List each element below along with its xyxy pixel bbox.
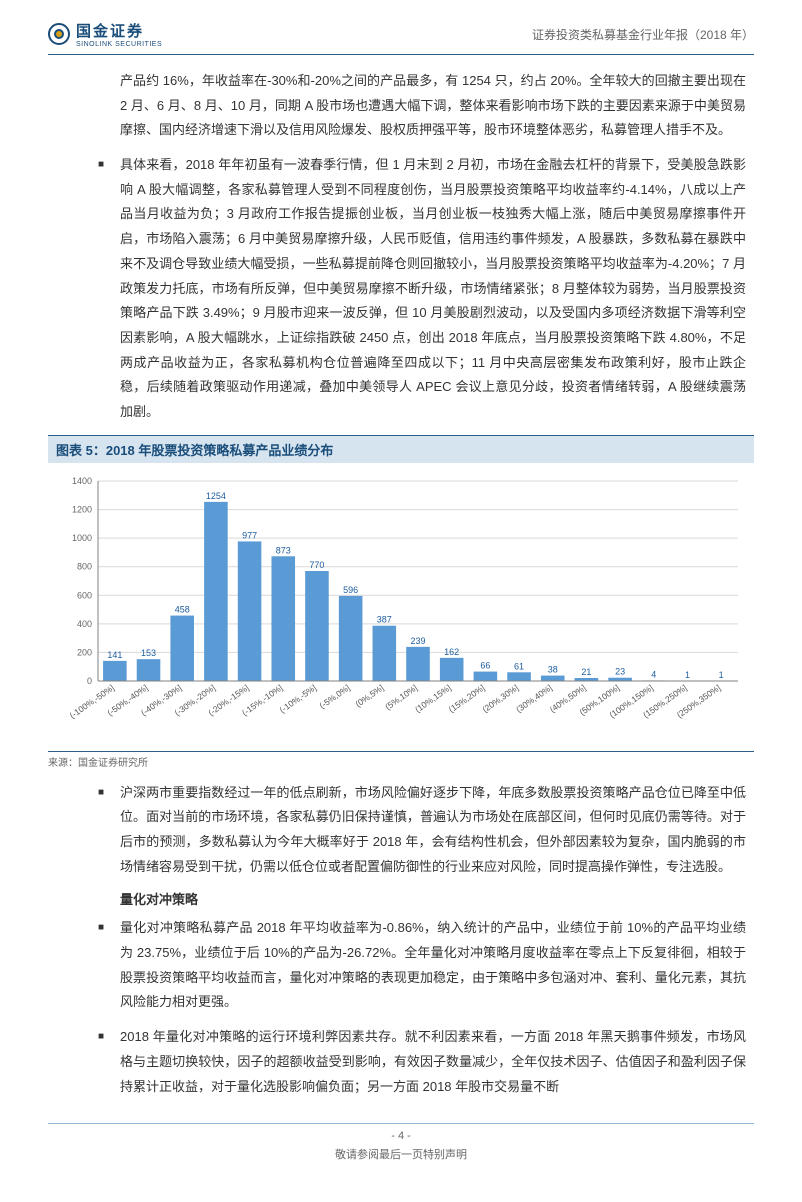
svg-text:162: 162	[444, 646, 459, 656]
svg-text:800: 800	[77, 561, 92, 571]
svg-text:600: 600	[77, 590, 92, 600]
paragraph-3: 沪深两市重要指数经过一年的低点刷新，市场风险偏好逐步下降，年底多数股票投资策略产…	[120, 781, 746, 880]
paragraph-5: 2018 年量化对冲策略的运行环境利弊因素共存。就不利因素来看，一方面 2018…	[120, 1025, 746, 1099]
svg-text:873: 873	[276, 545, 291, 555]
logo-en-text: SINOLINK SECURITIES	[76, 41, 162, 48]
svg-text:(20%,30%]: (20%,30%]	[480, 682, 520, 714]
svg-text:(30%,40%]: (30%,40%]	[514, 682, 554, 714]
svg-text:61: 61	[514, 661, 524, 671]
svg-text:(-10%,-5%]: (-10%,-5%]	[278, 682, 319, 715]
svg-text:141: 141	[107, 649, 122, 659]
svg-text:66: 66	[480, 660, 490, 670]
svg-text:(-5%,0%]: (-5%,0%]	[317, 682, 351, 710]
svg-text:596: 596	[343, 584, 358, 594]
svg-text:400: 400	[77, 618, 92, 628]
svg-text:23: 23	[615, 666, 625, 676]
svg-text:153: 153	[141, 648, 156, 658]
paragraph-1: 产品约 16%，年收益率在-30%和-20%之间的产品最多，有 1254 只，约…	[120, 69, 746, 143]
svg-text:1: 1	[685, 669, 690, 679]
bar-chart: 0200400600800100012001400141(-100%,-50%]…	[48, 467, 754, 747]
svg-text:1000: 1000	[72, 533, 92, 543]
chart-title: 图表 5：2018 年股票投资策略私募产品业绩分布	[48, 435, 754, 463]
logo-icon	[48, 23, 70, 45]
svg-text:0: 0	[87, 676, 92, 686]
footer-notice: 敬请参阅最后一页特别声明	[48, 1146, 754, 1162]
svg-text:458: 458	[175, 604, 190, 614]
svg-text:(15%,20%]: (15%,20%]	[447, 682, 487, 714]
svg-text:4: 4	[651, 669, 656, 679]
svg-text:200: 200	[77, 647, 92, 657]
paragraph-4: 量化对冲策略私募产品 2018 年平均收益率为-0.86%，纳入统计的产品中，业…	[120, 916, 746, 1015]
svg-text:1200: 1200	[72, 504, 92, 514]
logo: 国金证券 SINOLINK SECURITIES	[48, 20, 162, 48]
svg-text:770: 770	[309, 560, 324, 570]
svg-text:(0%,5%]: (0%,5%]	[353, 682, 385, 709]
page-header: 国金证券 SINOLINK SECURITIES 证券投资类私募基金行业年报（2…	[48, 20, 754, 55]
svg-text:239: 239	[410, 635, 425, 645]
header-title: 证券投资类私募基金行业年报（2018 年）	[532, 26, 754, 43]
chart-source: 来源：国金证券研究所	[48, 751, 754, 769]
svg-text:387: 387	[377, 614, 392, 624]
svg-text:1: 1	[719, 669, 724, 679]
page-number: - 4 -	[48, 1130, 754, 1142]
logo-cn-text: 国金证券	[76, 20, 162, 41]
svg-text:38: 38	[548, 664, 558, 674]
paragraph-2: 具体来看，2018 年年初虽有一波春季行情，但 1 月末到 2 月初，市场在金融…	[120, 153, 746, 425]
section-heading: 量化对冲策略	[120, 889, 754, 908]
svg-text:1254: 1254	[206, 490, 226, 500]
svg-text:977: 977	[242, 530, 257, 540]
svg-text:1400: 1400	[72, 476, 92, 486]
page-footer: - 4 - 敬请参阅最后一页特别声明	[48, 1123, 754, 1162]
svg-text:(10%,15%]: (10%,15%]	[413, 682, 453, 714]
svg-text:21: 21	[581, 667, 591, 677]
